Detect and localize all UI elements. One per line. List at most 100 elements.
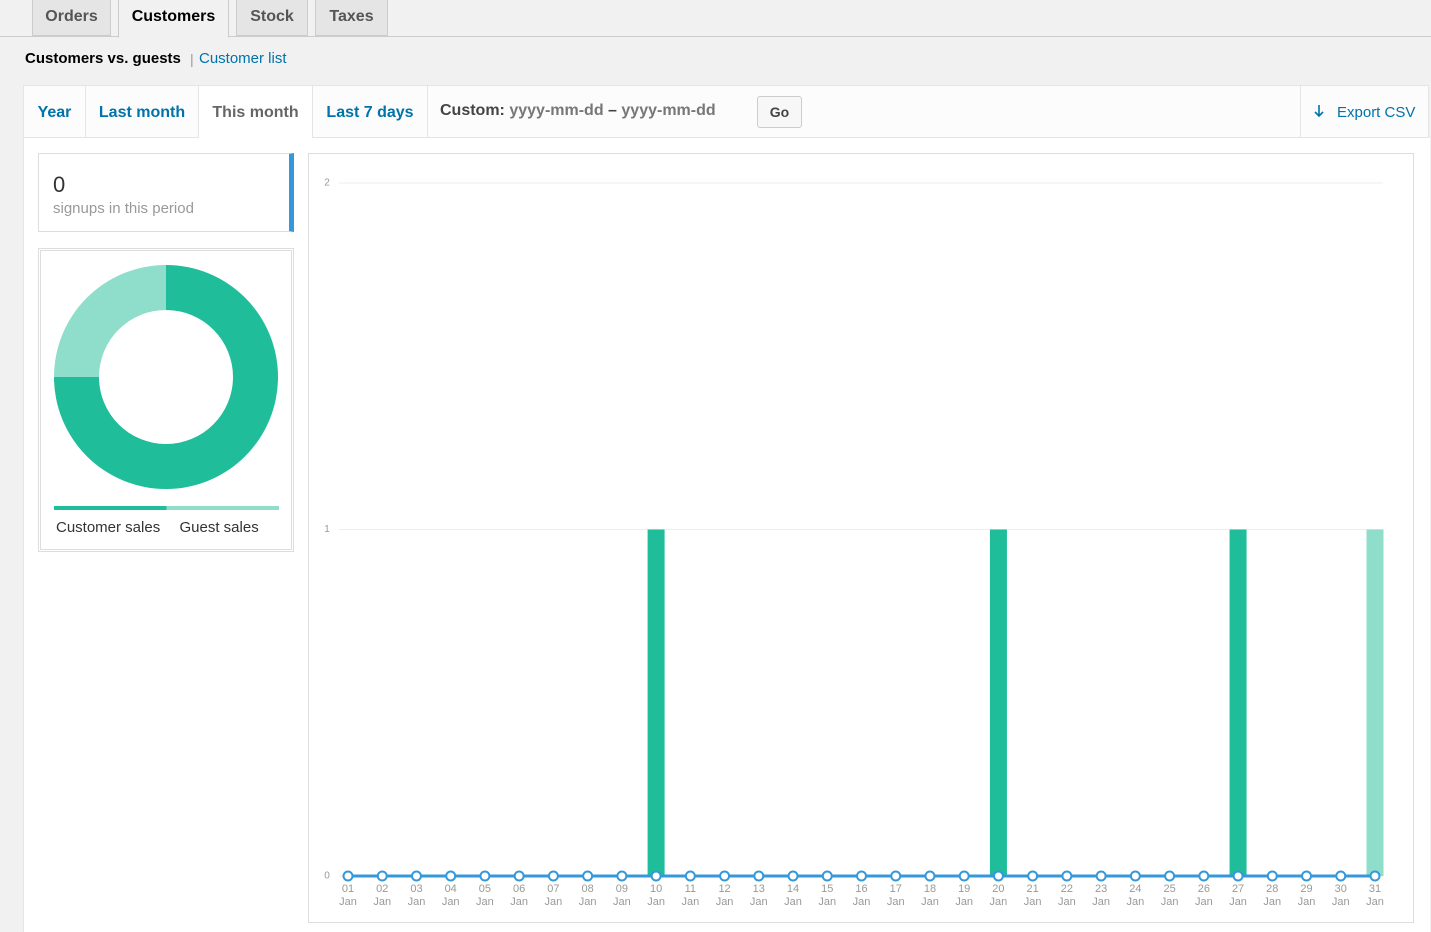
line-point bbox=[342, 870, 354, 882]
y-tick-label: 2 bbox=[324, 178, 330, 189]
x-tick-label: 31 Jan bbox=[1366, 883, 1384, 908]
tab[interactable]: Customers bbox=[118, 0, 229, 38]
summary-box: 0 signups in this period bbox=[38, 153, 294, 232]
line-point bbox=[1335, 870, 1347, 882]
date-to[interactable]: yyyy-mm-dd bbox=[621, 102, 716, 119]
range-bar: Year Last month This month Last 7 days Cust… bbox=[23, 85, 1430, 140]
range-tab[interactable]: Last month bbox=[86, 86, 199, 139]
x-tick-label: 05 Jan bbox=[476, 883, 494, 908]
y-tick-label: 0 bbox=[324, 871, 330, 882]
x-tick-label: 16 Jan bbox=[852, 883, 871, 908]
line-point bbox=[616, 870, 628, 882]
line-point bbox=[821, 870, 833, 882]
line-point bbox=[856, 870, 867, 882]
x-tick-label: 14 Jan bbox=[784, 883, 802, 908]
line-point bbox=[719, 870, 731, 882]
line-point bbox=[1164, 870, 1176, 882]
legend-swatch bbox=[54, 506, 167, 510]
date-dash: – bbox=[608, 102, 617, 119]
export-label[interactable]: Export CSV bbox=[1337, 104, 1416, 121]
bar bbox=[1366, 529, 1384, 876]
x-tick-label: 28 Jan bbox=[1263, 883, 1282, 908]
custom-label: Custom: bbox=[440, 102, 505, 119]
x-tick-label: 17 Jan bbox=[886, 883, 905, 908]
legend-label: Guest sales bbox=[180, 519, 259, 536]
legend-swatch bbox=[166, 506, 279, 510]
line-point bbox=[753, 870, 765, 882]
x-tick-label: 04 Jan bbox=[441, 883, 460, 908]
x-tick-label: 09 Jan bbox=[612, 883, 631, 908]
x-tick-label: 11 Jan bbox=[681, 883, 700, 908]
tab[interactable]: Stock bbox=[236, 0, 308, 36]
line-point bbox=[992, 870, 1004, 882]
range-tab[interactable]: Last 7 days bbox=[313, 86, 428, 139]
tab[interactable]: Orders bbox=[32, 0, 111, 36]
line-point bbox=[410, 870, 422, 882]
x-tick-label: 12 Jan bbox=[715, 883, 734, 908]
summary-value: 0 bbox=[53, 172, 66, 197]
date-from[interactable]: yyyy-mm-dd bbox=[509, 102, 604, 119]
pie-chart: Customer sales Guest sales bbox=[54, 265, 279, 536]
x-tick-label: 07 Jan bbox=[544, 883, 563, 908]
line-point bbox=[684, 870, 696, 882]
y-tick-label: 1 bbox=[324, 524, 330, 535]
line-point bbox=[1369, 870, 1381, 882]
line-point bbox=[479, 870, 491, 882]
x-tick-label: 27 Jan bbox=[1229, 883, 1247, 908]
line-point bbox=[1061, 870, 1073, 882]
x-tick-label: 21 Jan bbox=[1023, 883, 1042, 908]
customer-list-link[interactable]: Customer list bbox=[199, 50, 287, 67]
x-tick-label: 01 Jan bbox=[339, 883, 357, 908]
line-point bbox=[890, 870, 902, 882]
line-point bbox=[1198, 870, 1210, 882]
line-point bbox=[1129, 870, 1141, 882]
go-button[interactable]: Go bbox=[757, 96, 802, 128]
x-tick-label: 02 Jan bbox=[373, 883, 392, 908]
line-point bbox=[1232, 870, 1244, 882]
line-point bbox=[1266, 870, 1278, 882]
x-tick-label: 25 Jan bbox=[1160, 883, 1179, 908]
bar-box: 0 1 2 01 Jan 02 Jan 03 Jan 04 Jan 05 Jan 06 Jan… bbox=[308, 153, 1414, 923]
x-tick-label: 18 Jan bbox=[921, 883, 939, 908]
line-point bbox=[445, 870, 457, 882]
line-point bbox=[1301, 870, 1313, 882]
line-point bbox=[958, 870, 970, 882]
x-tick-label: 30 Jan bbox=[1331, 883, 1350, 908]
bar bbox=[647, 529, 665, 876]
range-tab[interactable]: This month bbox=[199, 86, 313, 140]
line-point bbox=[1095, 870, 1107, 882]
x-tick-label: 19 Jan bbox=[955, 883, 974, 908]
line-point bbox=[787, 870, 799, 882]
pie-box: Customer sales Guest sales bbox=[38, 248, 294, 552]
legend-label: Customer sales bbox=[56, 519, 160, 536]
line-point bbox=[376, 870, 388, 882]
line-point bbox=[650, 870, 662, 882]
tab-rule bbox=[0, 36, 1431, 37]
bar bbox=[989, 529, 1007, 876]
summary-label: signups in this period bbox=[53, 200, 194, 217]
x-tick-label: 15 Jan bbox=[818, 883, 837, 908]
x-tick-label: 23 Jan bbox=[1092, 883, 1110, 908]
export-icon bbox=[1314, 105, 1324, 118]
x-tick-label: 29 Jan bbox=[1297, 883, 1316, 908]
x-tick-label: 06 Jan bbox=[510, 883, 529, 908]
line-point bbox=[924, 870, 936, 882]
x-tick-label: 03 Jan bbox=[407, 883, 426, 908]
export[interactable]: Export CSV bbox=[1300, 86, 1430, 137]
bar-chart: 0 1 2 bbox=[324, 178, 1384, 882]
pie-slice bbox=[54, 265, 278, 489]
pie-slice bbox=[54, 265, 166, 377]
range-tab[interactable]: Year bbox=[24, 86, 86, 139]
line-point bbox=[513, 870, 525, 882]
x-tick-label: 20 Jan bbox=[989, 883, 1008, 908]
x-tick-label: 08 Jan bbox=[578, 883, 597, 908]
tab[interactable]: Taxes bbox=[315, 0, 388, 36]
x-tick-label: 26 Jan bbox=[1194, 883, 1213, 908]
x-tick-label: 24 Jan bbox=[1126, 883, 1145, 908]
x-tick-label: 22 Jan bbox=[1058, 883, 1076, 908]
line-point bbox=[1027, 870, 1039, 882]
bar bbox=[1229, 529, 1247, 876]
subnav-current: Customers vs. guests bbox=[25, 50, 181, 67]
x-tick-label: 13 Jan bbox=[749, 883, 768, 908]
